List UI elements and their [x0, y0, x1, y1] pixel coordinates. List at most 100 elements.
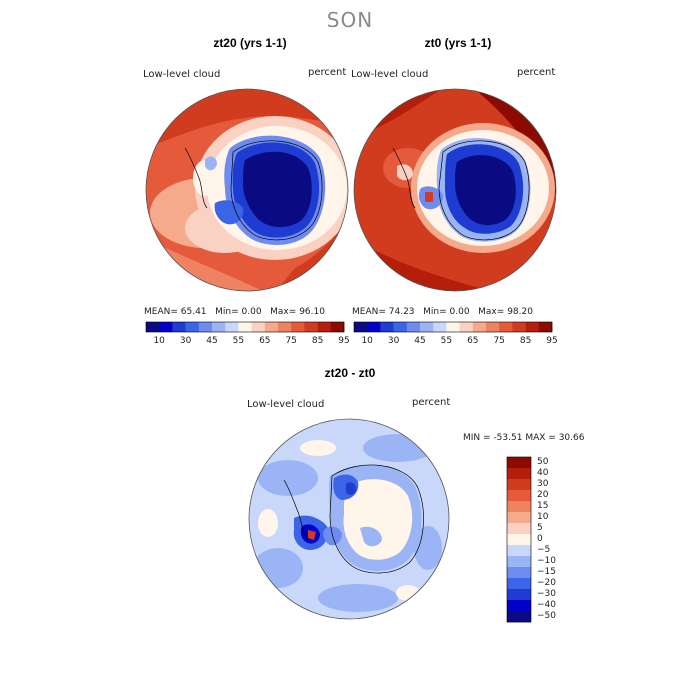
colorbar-tick-label: 30 — [179, 336, 192, 346]
diff-units-label: percent — [412, 397, 451, 408]
colorbar-outline — [353, 321, 553, 333]
colorbar-swatch — [507, 589, 531, 601]
panel-2-max-value: 98.20 — [507, 307, 533, 317]
colorbar-tick-label: 20 — [537, 489, 549, 500]
colorbar-swatch — [172, 322, 186, 332]
colorbar-tick-label: 30 — [537, 478, 549, 489]
colorbar-outline — [145, 321, 345, 333]
colorbar-swatch — [486, 322, 500, 332]
panel-2-colorbar — [353, 321, 553, 333]
colorbar-swatch — [512, 322, 526, 332]
colorbar-tick-label: 5 — [537, 522, 543, 533]
panel-2-stats: MEAN= 74.23 Min= 0.00 Max= 98.20 — [352, 307, 533, 317]
colorbar-tick-label: 50 — [537, 456, 549, 467]
panel-1-polar-map — [145, 88, 349, 292]
colorbar-swatch — [159, 322, 173, 332]
colorbar-swatch — [538, 322, 553, 332]
colorbar-swatch — [507, 512, 531, 524]
colorbar-tick-label: 85 — [519, 336, 532, 346]
colorbar-swatch — [185, 322, 200, 332]
panel-1-variable-label: Low-level cloud — [143, 69, 221, 80]
diff-panel-title: zt20 - zt0 — [324, 366, 376, 380]
colorbar-swatch — [507, 611, 531, 623]
colorbar-swatch — [212, 322, 226, 332]
colorbar-tick-label: 65 — [467, 336, 479, 346]
panel-1-min-label: Min= — [215, 307, 239, 317]
colorbar-tick-label: 15 — [537, 500, 549, 511]
colorbar-swatch — [507, 556, 531, 568]
panel-1-max-value: 96.10 — [299, 307, 325, 317]
colorbar-swatch — [278, 322, 292, 332]
colorbar-swatch — [507, 534, 531, 546]
colorbar-swatch — [354, 322, 368, 332]
colorbar-swatch — [146, 322, 160, 332]
panel-1-colorbar — [145, 321, 345, 333]
diff-colorbar-ticks: 50 40 30 20 15 10 5 0 −5 −10 −15 −20 −30 −40 −50 — [537, 457, 587, 622]
colorbar-tick-label: 75 — [285, 336, 297, 346]
panel-1-title: zt20 (yrs 1-1) — [213, 36, 287, 50]
colorbar-swatch — [507, 501, 531, 513]
colorbar-swatch — [264, 322, 279, 332]
colorbar-swatch — [367, 322, 381, 332]
panel-1-mean-label: MEAN= — [144, 307, 178, 317]
colorbar-swatch — [238, 322, 252, 332]
diff-variable-label: Low-level cloud — [247, 399, 325, 410]
colorbar-swatch — [393, 322, 408, 332]
colorbar-swatch — [507, 457, 531, 469]
colorbar-swatch — [420, 322, 434, 332]
colorbar-swatch — [472, 322, 487, 332]
colorbar-tick-label: 65 — [259, 336, 271, 346]
panel-1-colorbar-ticks: 10 30 45 55 65 75 85 95 — [146, 336, 349, 348]
colorbar-outline — [506, 456, 532, 623]
colorbar-swatch — [198, 322, 213, 332]
panel-2-title: zt0 (yrs 1-1) — [424, 36, 492, 50]
colorbar-tick-label: −15 — [537, 566, 556, 577]
diff-colorbar — [506, 456, 532, 623]
colorbar-swatch — [507, 600, 531, 612]
colorbar-tick-label: 95 — [338, 336, 350, 346]
panel-2-variable-label: Low-level cloud — [351, 69, 429, 80]
panel-1-stats: MEAN= 65.41 Min= 0.00 Max= 96.10 — [144, 307, 325, 317]
colorbar-swatch — [507, 567, 531, 579]
colorbar-swatch — [507, 479, 531, 491]
colorbar-tick-label: 55 — [232, 336, 245, 346]
colorbar-tick-label: −20 — [537, 577, 556, 588]
panel-2-colorbar-ticks: 10 30 45 55 65 75 85 95 — [354, 336, 557, 348]
diff-max-label: MAX = — [525, 433, 556, 443]
colorbar-swatch — [380, 322, 394, 332]
colorbar-tick-label: −50 — [537, 610, 556, 621]
colorbar-tick-label: 45 — [206, 336, 218, 346]
colorbar-swatch — [507, 490, 531, 502]
colorbar-swatch — [317, 322, 332, 332]
colorbar-swatch — [507, 468, 531, 480]
colorbar-swatch — [499, 322, 513, 332]
panel-2-polar-map — [353, 88, 557, 292]
colorbar-swatch — [251, 322, 266, 332]
panel-2-min-label: Min= — [423, 307, 447, 317]
colorbar-swatch — [291, 322, 305, 332]
colorbar-swatch — [507, 545, 531, 557]
diff-max-value: 30.66 — [558, 433, 585, 443]
colorbar-swatch — [507, 523, 531, 535]
panel-2-mean-value: 74.23 — [388, 307, 415, 317]
diff-min-value: -53.51 — [493, 433, 523, 443]
colorbar-swatch — [459, 322, 474, 332]
colorbar-tick-label: 30 — [387, 336, 400, 346]
panel-1-units-label: percent — [308, 67, 347, 78]
panel-2-mean-label: MEAN= — [352, 307, 386, 317]
colorbar-tick-label: 10 — [361, 336, 373, 346]
colorbar-tick-label: 0 — [537, 533, 543, 544]
colorbar-tick-label: −5 — [537, 544, 551, 555]
colorbar-swatch — [406, 322, 421, 332]
season-title: SON — [326, 8, 374, 32]
panel-2-units-label: percent — [517, 67, 556, 78]
panel-1-mean-value: 65.41 — [180, 307, 207, 317]
colorbar-tick-label: −40 — [537, 599, 556, 610]
colorbar-tick-label: 45 — [414, 336, 426, 346]
diff-polar-map — [248, 418, 450, 620]
colorbar-swatch — [225, 322, 239, 332]
colorbar-tick-label: −10 — [537, 555, 556, 566]
panel-1-max-label: Max= — [270, 307, 297, 317]
colorbar-swatch — [433, 322, 447, 332]
diff-min-label: MIN = — [463, 433, 491, 443]
